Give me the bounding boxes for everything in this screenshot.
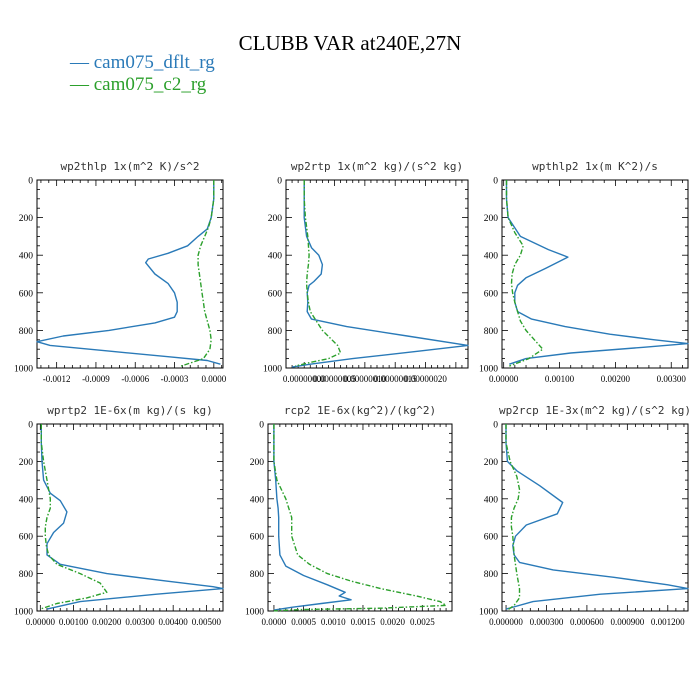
y-tick-label: 400 xyxy=(19,495,34,505)
y-tick-label: 600 xyxy=(268,289,283,299)
series-line-c2 xyxy=(273,424,447,612)
series-line-dflt xyxy=(273,424,352,611)
y-tick-label: 1000 xyxy=(263,365,282,375)
panel-6: wp2rcp 1E-3x(m^2 kg)/(s^2 kg)0 200 400 600 8… xyxy=(479,404,691,627)
y-tick-label: 200 xyxy=(268,214,283,224)
legend: — cam075_dflt_rg — cam075_c2_rg xyxy=(69,52,215,95)
x-tick-label: -0.0006 xyxy=(121,374,149,384)
x-tick-label: 0.0005 xyxy=(291,617,316,627)
x-tick-label: -0.0012 xyxy=(43,374,71,384)
plot-frame xyxy=(36,179,224,369)
x-tick-label: 0.00200 xyxy=(92,617,122,627)
x-tick-label: 0.00100 xyxy=(59,617,89,627)
y-tick-label: 800 xyxy=(484,570,499,580)
x-tick-label: 0.0000 xyxy=(201,374,226,384)
y-tick-label: 600 xyxy=(484,533,499,543)
x-tick-label: 0.00000 xyxy=(26,617,56,627)
panel-title: wp2rtp 1x(m^2 kg)/(s^2 kg) xyxy=(291,160,463,173)
y-tick-label: 600 xyxy=(19,289,34,299)
y-tick-label: 200 xyxy=(484,214,499,224)
series-line-dflt xyxy=(505,424,689,610)
series-line-c2 xyxy=(40,424,108,610)
x-tick-label: 0.00400 xyxy=(159,617,189,627)
x-tick-label: -0.0009 xyxy=(82,374,110,384)
figure-title: CLUBB VAR at240E,27N xyxy=(239,31,462,55)
panel-title: wprtp2 1E-6x(m kg)/(s kg) xyxy=(47,404,213,417)
x-tick-label: 0.00000000 xyxy=(283,374,326,384)
y-tick-label: 800 xyxy=(250,570,265,580)
series-line-dflt xyxy=(505,180,689,365)
x-tick-label: 0.0010 xyxy=(321,617,346,627)
legend-entry-c2: — cam075_c2_rg xyxy=(69,74,207,95)
x-tick-label: 0.000300 xyxy=(530,617,564,627)
x-tick-label: 0.00000010 xyxy=(343,374,386,384)
y-tick-label: 0 xyxy=(493,177,498,187)
y-tick-label: 0 xyxy=(493,421,498,431)
y-tick-label: 200 xyxy=(250,458,265,468)
series-line-c2 xyxy=(180,180,215,367)
y-tick-label: 200 xyxy=(484,458,499,468)
x-tick-label: 0.0015 xyxy=(351,617,376,627)
panel-4: wprtp2 1E-6x(m kg)/(s kg) 0 200 400 600 800 10… xyxy=(14,404,224,627)
y-tick-label: 600 xyxy=(484,289,499,299)
x-tick-label: 0.001200 xyxy=(651,617,685,627)
y-tick-label: 400 xyxy=(268,252,283,262)
y-tick-label: 800 xyxy=(19,570,34,580)
x-tick-label: 0.00000005 xyxy=(313,374,356,384)
x-tick-label: 0.00200 xyxy=(601,374,631,384)
y-tick-label: 0 xyxy=(28,177,33,187)
x-tick-label: 0.00000015 xyxy=(374,374,417,384)
series-line-c2 xyxy=(505,424,521,611)
panel-1: wp2thlp 1x(m^2 K)/s^2 0 200 400 600 800 1000 -0… xyxy=(14,160,227,384)
x-tick-label: 0.00000020 xyxy=(404,374,447,384)
y-tick-label: 400 xyxy=(19,252,34,262)
x-tick-label: 0.0020 xyxy=(380,617,405,627)
panel-title: rcp2 1E-6x(kg^2)/(kg^2) xyxy=(284,404,436,417)
x-tick-label: 0.00000 xyxy=(489,374,519,384)
y-tick-label: 600 xyxy=(19,533,34,543)
y-tick-label: 400 xyxy=(250,495,265,505)
panel-5: rcp2 1E-6x(kg^2)/(kg^2) 0 200 400 600 800 1000… xyxy=(245,404,453,627)
series-line-c2 xyxy=(294,180,342,367)
x-tick-label: 0.0000 xyxy=(262,617,287,627)
x-tick-label: 0.00500 xyxy=(192,617,222,627)
x-tick-label: 0.00300 xyxy=(657,374,687,384)
y-tick-label: 400 xyxy=(484,495,499,505)
y-tick-label: 1000 xyxy=(479,608,498,618)
series-line-dflt xyxy=(40,424,224,610)
y-tick-label: 0 xyxy=(28,421,33,431)
y-tick-label: 1000 xyxy=(14,608,33,618)
x-tick-label: 0.000900 xyxy=(610,617,644,627)
x-tick-label: -0.0003 xyxy=(161,374,189,384)
y-tick-label: 200 xyxy=(19,214,34,224)
legend-entry-dflt: — cam075_dflt_rg xyxy=(69,52,215,73)
y-tick-label: 600 xyxy=(250,533,265,543)
plot-frame xyxy=(285,179,469,369)
y-tick-label: 1000 xyxy=(14,365,33,375)
y-tick-label: 800 xyxy=(484,327,499,337)
y-tick-label: 800 xyxy=(268,327,283,337)
x-tick-label: 0.00300 xyxy=(125,617,155,627)
panel-title: wpthlp2 1x(m K^2)/s xyxy=(532,160,658,173)
panels: wp2thlp 1x(m^2 K)/s^2 0 200 400 600 800 1000 -0… xyxy=(14,160,691,627)
plot-frame xyxy=(501,423,689,612)
series-line-dflt xyxy=(291,180,469,368)
panel-2: wp2rtp 1x(m^2 kg)/(s^2 kg) 0 200 400 600 800 1… xyxy=(263,160,469,384)
x-tick-label: 0.000600 xyxy=(570,617,604,627)
series-line-dflt xyxy=(36,180,221,365)
y-tick-label: 1000 xyxy=(245,608,264,618)
y-tick-label: 1000 xyxy=(479,365,498,375)
y-tick-label: 0 xyxy=(259,421,264,431)
panel-title: wp2rcp 1E-3x(m^2 kg)/(s^2 kg) xyxy=(499,404,691,417)
panel-3: wpthlp2 1x(m K^2)/s020040060080010000.00… xyxy=(479,160,689,384)
y-tick-label: 800 xyxy=(19,327,34,337)
x-tick-label: 0.0025 xyxy=(410,617,435,627)
x-tick-label: 0.000000 xyxy=(489,617,523,627)
y-tick-label: 0 xyxy=(277,177,282,187)
y-tick-label: 200 xyxy=(19,458,34,468)
x-tick-label: 0.00100 xyxy=(545,374,575,384)
panel-title: wp2thlp 1x(m^2 K)/s^2 xyxy=(60,160,199,173)
y-tick-label: 400 xyxy=(484,252,499,262)
